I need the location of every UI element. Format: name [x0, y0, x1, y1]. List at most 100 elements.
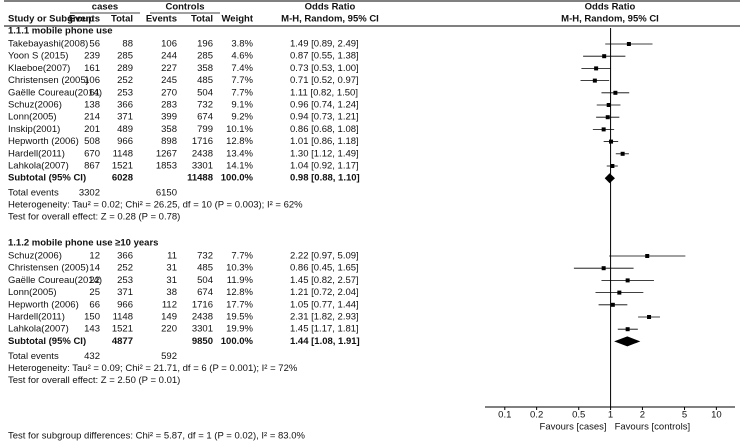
cell: 285: [117, 51, 133, 62]
study-name: Gaëlle Coureau(2014): [8, 87, 102, 98]
ci-label: 2.22 [0.97, 5.09]: [290, 251, 359, 262]
cell: 674: [197, 287, 213, 298]
study-name: Subtotal (95% CI): [8, 336, 86, 347]
cell: 100.0%: [221, 336, 254, 347]
cell: 399: [161, 112, 177, 123]
ci-label: 1.30 [1.12, 1.49]: [290, 148, 359, 159]
column-header: Weight: [222, 14, 254, 25]
cell: 253: [117, 275, 133, 286]
cell: 10.1%: [226, 124, 253, 135]
cell: 12.8%: [226, 136, 253, 147]
x-tick-label: 0.5: [572, 410, 585, 421]
cell: 56: [89, 39, 100, 50]
cell: 245: [161, 75, 177, 86]
cell: 149: [161, 312, 177, 323]
ci-label: 1.04 [0.92, 1.17]: [290, 161, 359, 172]
cell: 13.4%: [226, 148, 253, 159]
column-header: M-H, Random, 95% CI: [281, 14, 379, 25]
subtotal-diamond: [614, 336, 641, 347]
effect-square: [610, 302, 615, 307]
cell: 1853: [156, 161, 177, 172]
cell: 106: [84, 75, 100, 86]
cell: 358: [197, 63, 213, 74]
cell: 4877: [112, 336, 133, 347]
cell: 867: [84, 161, 100, 172]
cell: 1521: [112, 161, 133, 172]
cell: 489: [117, 124, 133, 135]
effect-square: [610, 164, 615, 168]
cell: 61: [89, 87, 100, 98]
effect-square: [601, 266, 606, 271]
cell: 19.5%: [226, 312, 253, 323]
favours-right: Favours [controls]: [615, 422, 691, 433]
cell: 732: [197, 251, 213, 262]
study-name: Hardell(2011): [8, 148, 65, 159]
cell: 3302: [79, 188, 100, 199]
cell: 1148: [113, 312, 133, 323]
ci-label: 0.98 [0.88, 1.10]: [290, 173, 360, 184]
cell: 66: [89, 299, 100, 310]
study-name: Yoon S (2015): [8, 51, 68, 62]
cell: 371: [117, 287, 133, 298]
cell: 674: [197, 112, 213, 123]
cell: 239: [84, 51, 100, 62]
cell: 11: [167, 251, 177, 262]
cell: 2438: [192, 148, 213, 159]
cell: 732: [197, 100, 213, 111]
column-header: Study or Subgroup: [8, 14, 94, 25]
cell: 1716: [192, 136, 213, 147]
cell: 966: [117, 136, 133, 147]
cell: 504: [197, 275, 213, 286]
group-title: 1.1.2 mobile phone use ≥10 years: [8, 238, 158, 249]
heterogeneity: Heterogeneity: Tau² = 0.02; Chi² = 26.25…: [8, 200, 303, 211]
cell: 966: [117, 299, 133, 310]
ci-label: 2.31 [1.82, 2.93]: [290, 312, 359, 323]
x-tick-label: 0.2: [530, 410, 543, 421]
cell: 138: [84, 100, 100, 111]
effect-square: [592, 78, 597, 83]
cell: 150: [84, 312, 100, 323]
cell: 227: [161, 63, 177, 74]
cell: 14: [89, 263, 100, 274]
cell: 3.8%: [231, 39, 253, 50]
overall-effect: Test for overall effect: Z = 0.28 (P = 0…: [8, 212, 180, 223]
effect-square: [606, 103, 611, 107]
ci-label: 0.73 [0.53, 1.00]: [290, 63, 359, 74]
cell: 106: [161, 39, 177, 50]
study-name: Hepworth (2006): [8, 299, 79, 310]
cell: 2438: [192, 312, 213, 323]
ci-label: 1.44 [1.08, 1.91]: [290, 336, 360, 347]
study-name: Christensen (2005): [8, 75, 89, 86]
cell: 201: [84, 124, 100, 135]
x-tick-label: 10: [711, 410, 722, 421]
study-name: Total events: [8, 351, 59, 362]
cell: 38: [166, 287, 177, 298]
cases-header: cases: [92, 2, 118, 13]
study-name: Subtotal (95% CI): [8, 173, 86, 184]
cell: 1267: [156, 148, 177, 159]
effect-square: [625, 278, 630, 283]
study-name: Hepworth (2006): [8, 136, 79, 147]
cell: 14.1%: [226, 161, 253, 172]
study-name: Inskip(2001): [8, 124, 60, 135]
effect-square: [626, 42, 631, 46]
cell: 485: [197, 75, 213, 86]
cell: 1148: [113, 148, 133, 159]
ci-label: 1.11 [0.82, 1.50]: [290, 87, 358, 98]
cell: 3301: [192, 324, 213, 335]
cell: 7.7%: [231, 251, 253, 262]
study-name: Lahkola(2007): [8, 161, 69, 172]
footer: Test for subgroup differences: Chi² = 5.…: [8, 431, 306, 442]
cell: 100.0%: [221, 173, 254, 184]
cell: 1716: [192, 299, 213, 310]
study-name: Klaeboe(2007): [8, 63, 70, 74]
cell: 1521: [112, 324, 133, 335]
cell: 9850: [192, 336, 213, 347]
heterogeneity: Heterogeneity: Tau² = 0.09; Chi² = 21.71…: [8, 363, 298, 374]
effect-square: [601, 127, 606, 132]
study-name: Takebayashi(2008): [8, 39, 88, 50]
study-name: Christensen (2005): [8, 263, 89, 274]
cell: 252: [117, 263, 133, 274]
cell: 19.9%: [226, 324, 253, 335]
